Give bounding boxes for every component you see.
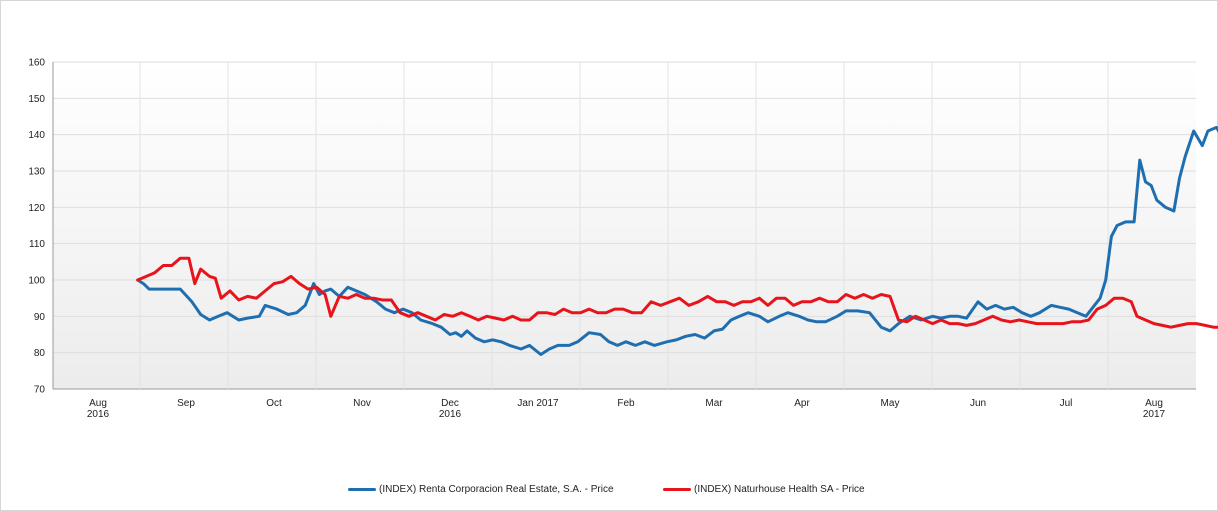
y-tick-label: 160 (28, 58, 45, 69)
x-tick-year-label: 2016 (439, 409, 462, 420)
y-tick-label: 70 (34, 385, 46, 396)
x-tick-label: Aug (89, 398, 107, 409)
x-tick-label: Jan 2017 (517, 398, 559, 409)
series-line-renta[interactable] (136, 80, 1218, 356)
x-tick-label: Dec (441, 398, 459, 409)
x-tick-label: Sep (177, 398, 195, 409)
x-tick-label: Mar (705, 398, 723, 409)
y-tick-label: 140 (28, 130, 45, 141)
legend-label-renta: (INDEX) Renta Corporacion Real Estate, S… (379, 484, 614, 495)
legend-swatch-renta (348, 488, 376, 491)
y-tick-label: 150 (28, 94, 45, 105)
x-tick-label: Jun (970, 398, 986, 409)
x-tick-label: Apr (794, 398, 810, 409)
legend-item-naturhouse[interactable]: (INDEX) Naturhouse Health SA - Price (663, 484, 865, 495)
x-tick-year-label: 2016 (87, 409, 110, 420)
y-tick-label: 120 (28, 203, 45, 214)
grid-lines (52, 61, 1196, 390)
legend: (INDEX) Renta Corporacion Real Estate, S… (0, 484, 1218, 500)
x-tick-label: Nov (353, 398, 371, 409)
x-tick-label: Jul (1060, 398, 1073, 409)
plot-area (53, 62, 1196, 389)
x-tick-label: Feb (617, 398, 635, 409)
legend-swatch-naturhouse (663, 488, 691, 491)
legend-item-renta[interactable]: (INDEX) Renta Corporacion Real Estate, S… (348, 484, 614, 495)
series-line-naturhouse[interactable] (136, 256, 1218, 353)
x-tick-year-label: 2017 (1143, 409, 1166, 420)
y-tick-label: 110 (29, 239, 45, 250)
y-axis: 70 80 90 100 110 120 130 140 150 160 (28, 58, 45, 396)
legend-label-naturhouse: (INDEX) Naturhouse Health SA - Price (694, 484, 865, 495)
series-lines (136, 80, 1218, 356)
x-tick-label: Oct (266, 398, 282, 409)
y-tick-label: 90 (34, 312, 46, 323)
y-tick-label: 80 (34, 348, 46, 359)
x-tick-label: May (881, 398, 900, 409)
y-tick-label: 100 (28, 276, 45, 287)
x-tick-label: Aug (1145, 398, 1163, 409)
y-tick-label: 130 (28, 167, 45, 178)
